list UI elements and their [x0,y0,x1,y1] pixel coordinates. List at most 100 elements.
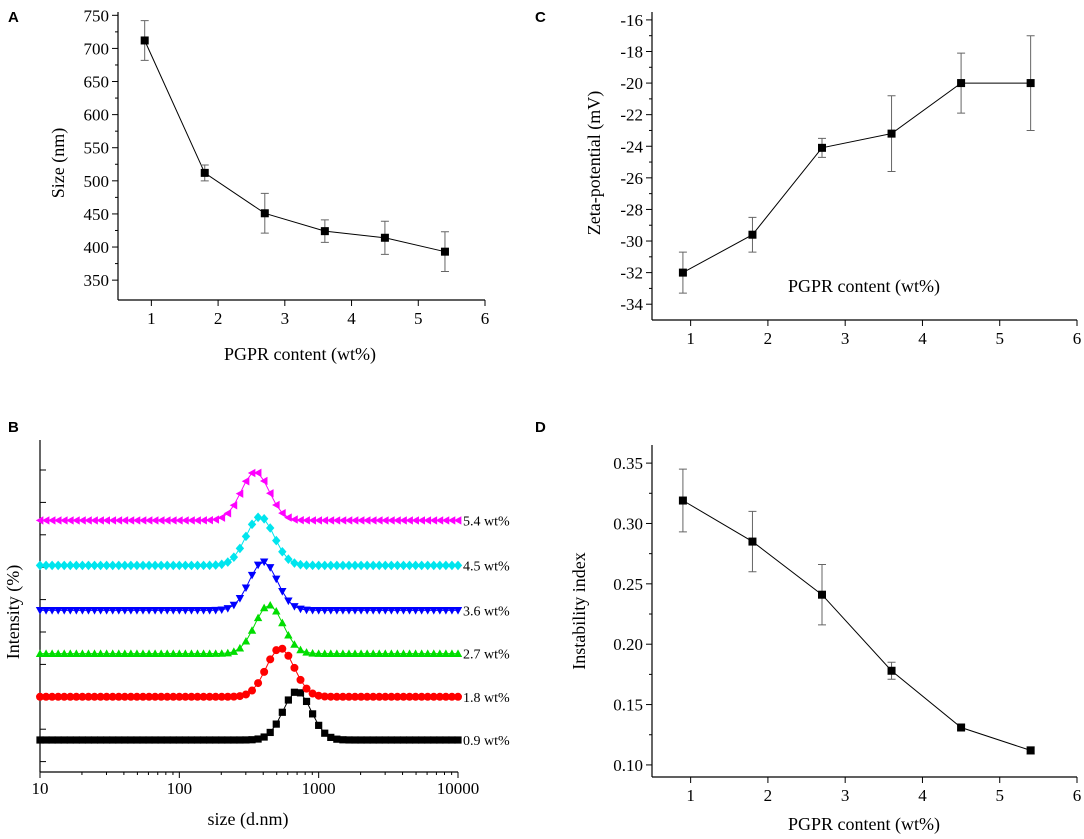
y-tick-label-d: 0.25 [613,575,643,594]
series-line-b [40,604,458,655]
x-tick-label-d: 3 [841,786,850,805]
data-point-b [290,663,299,672]
data-point-b [430,736,438,744]
data-point-b [156,607,166,615]
data-point-b [259,513,269,524]
data-point-b [150,516,159,525]
data-point-a [200,168,209,177]
series-label-b: 0.9 wt% [463,734,510,749]
data-point-b [339,736,347,744]
data-point-b [126,516,135,525]
data-point-b [423,560,432,571]
panel-label-c: C [535,9,546,26]
data-point-a [440,247,449,256]
x-tick-label-d: 5 [995,786,1004,805]
data-point-b [35,560,45,571]
data-point-b [48,692,57,701]
data-point-b [217,559,226,570]
data-point-b [169,692,178,701]
data-point-b [217,692,226,701]
data-point-b [41,560,51,571]
data-point-b [387,516,395,525]
data-point-b [253,561,263,570]
data-point-b [296,689,305,697]
data-point-b [314,560,323,571]
data-point-b [356,516,365,525]
data-point-b [326,516,335,525]
series-label-b: 2.7 wt% [463,648,510,663]
data-point-b [121,736,129,744]
data-point-b [259,558,269,567]
data-point-b [242,736,250,744]
data-point-b [284,554,293,564]
data-point-b [260,733,268,741]
data-point-b [417,692,426,701]
data-point-b [411,560,420,571]
x-tick-label-c: 1 [686,329,695,348]
data-point-b [393,560,402,571]
data-point-b [53,516,62,525]
series-label-b: 1.8 wt% [463,691,510,706]
data-point-b [132,692,141,701]
data-point-b [223,692,232,701]
data-point-a [260,209,269,218]
data-point-b [338,692,347,701]
data-point-b [411,736,420,744]
data-point-b [338,607,348,615]
data-point-b [344,607,354,615]
data-point-b [399,649,408,657]
series-label-b: 3.6 wt% [463,604,510,619]
data-point-b [199,516,207,525]
data-point-b [145,736,153,744]
data-point-b [387,607,396,615]
data-point-b [447,516,456,525]
data-point-b [454,692,462,701]
data-point-b [247,626,257,634]
data-point-b [411,607,420,615]
data-point-b [290,688,299,696]
data-point-b [108,649,117,657]
data-point-b [399,607,408,615]
data-point-b [290,558,299,568]
data-point-b [284,597,293,606]
data-point-b [435,516,444,525]
data-point-b [247,571,257,580]
data-point-b [424,736,432,744]
data-point-b [362,607,372,615]
data-point-b [351,692,360,701]
data-point-b [375,649,384,657]
data-point-b [187,560,196,571]
data-point-b [399,736,408,744]
data-point-b [423,516,432,525]
data-point-b [138,692,147,701]
data-point-b [120,692,129,701]
x-tick-label-a: 6 [481,309,490,328]
data-point-b [441,560,451,571]
data-point-b [350,607,360,615]
data-point-b [272,606,281,615]
data-point-b [356,607,366,615]
y-tick-label-a: 750 [84,6,110,25]
data-point-b [272,535,281,546]
data-point-b [229,601,239,610]
data-point-b [320,607,329,615]
data-point-b [435,560,445,571]
data-point-b [144,516,153,525]
y-tick-label-a: 700 [84,39,110,58]
data-point-b [284,696,292,704]
data-point-b [175,516,183,525]
data-point-b [193,516,201,525]
data-point-b [193,607,202,615]
data-point-b [314,649,323,657]
y-tick-label-d: 0.20 [613,635,643,654]
data-point-b [108,692,117,701]
x-axis-label-b: size (d.nm) [208,809,289,830]
data-point-b [205,692,214,701]
data-point-b [260,667,269,676]
y-tick-label-c: -34 [620,295,643,314]
data-point-b [35,649,45,657]
data-point-b [356,649,366,657]
data-point-b [272,720,280,728]
data-point-b [405,649,414,657]
data-point-b [193,560,202,571]
